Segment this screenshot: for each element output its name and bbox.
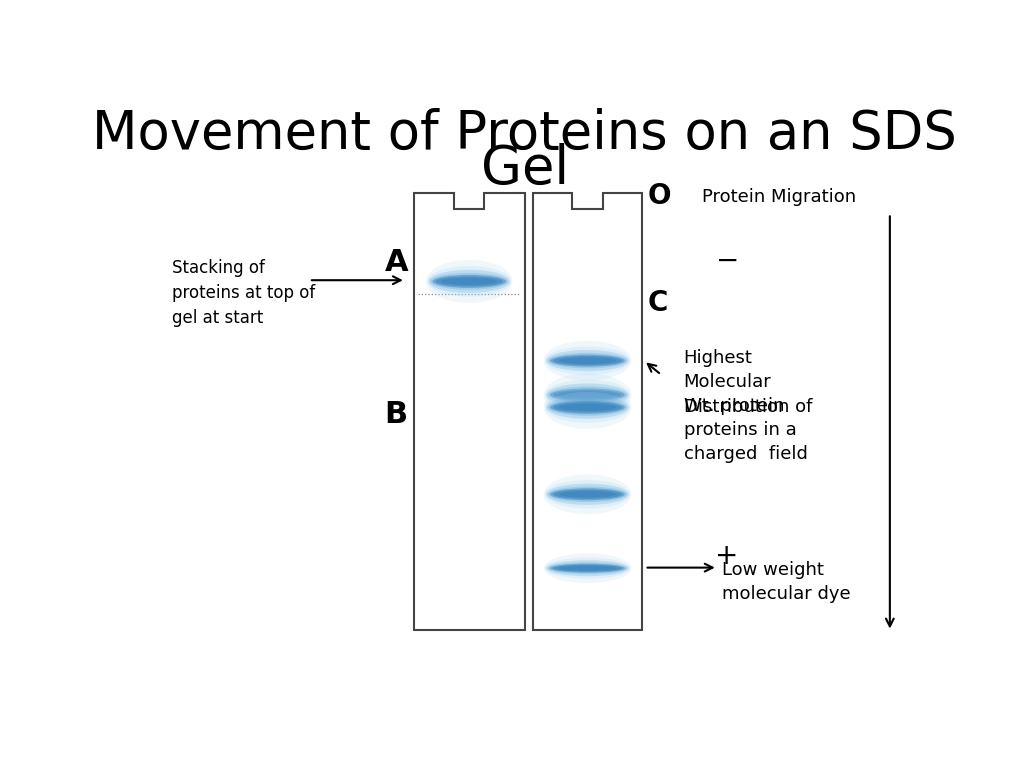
Ellipse shape <box>550 355 625 366</box>
Ellipse shape <box>546 396 629 419</box>
Ellipse shape <box>544 341 632 380</box>
Ellipse shape <box>429 270 510 293</box>
Text: Low weight
molecular dye: Low weight molecular dye <box>722 561 850 603</box>
Ellipse shape <box>546 484 629 505</box>
Text: Protein Migration: Protein Migration <box>701 188 856 206</box>
Ellipse shape <box>544 475 632 514</box>
Ellipse shape <box>544 373 632 416</box>
Text: C: C <box>648 290 669 317</box>
Polygon shape <box>414 193 524 631</box>
Ellipse shape <box>546 350 629 371</box>
Ellipse shape <box>559 392 616 399</box>
Text: Stacking of
proteins at top of
gel at start: Stacking of proteins at top of gel at st… <box>172 260 315 327</box>
Text: B: B <box>385 400 408 429</box>
Ellipse shape <box>550 564 625 573</box>
Ellipse shape <box>559 404 616 411</box>
Ellipse shape <box>548 386 627 403</box>
Ellipse shape <box>550 488 625 500</box>
Ellipse shape <box>553 564 622 571</box>
Ellipse shape <box>548 353 627 369</box>
Ellipse shape <box>559 491 616 498</box>
Ellipse shape <box>435 276 503 286</box>
Polygon shape <box>532 193 642 631</box>
Ellipse shape <box>544 386 632 429</box>
Ellipse shape <box>441 278 498 285</box>
Ellipse shape <box>550 401 625 414</box>
Text: −: − <box>716 247 738 275</box>
Text: Distribution of
proteins in a
charged  field: Distribution of proteins in a charged fi… <box>684 398 812 463</box>
Ellipse shape <box>553 490 622 499</box>
Ellipse shape <box>430 273 508 290</box>
Ellipse shape <box>548 486 627 502</box>
Ellipse shape <box>553 356 622 366</box>
Ellipse shape <box>544 553 632 583</box>
Ellipse shape <box>559 357 616 364</box>
Ellipse shape <box>545 379 630 410</box>
Text: Gel: Gel <box>480 143 569 195</box>
Ellipse shape <box>432 275 506 288</box>
Text: Highest
Molecular
Wt. protein: Highest Molecular Wt. protein <box>684 349 784 415</box>
Text: +: + <box>716 542 739 571</box>
Ellipse shape <box>546 560 629 576</box>
Text: A: A <box>384 248 408 277</box>
Ellipse shape <box>427 266 511 296</box>
Text: Movement of Proteins on an SDS: Movement of Proteins on an SDS <box>92 108 957 160</box>
Ellipse shape <box>546 383 629 406</box>
Ellipse shape <box>553 402 622 412</box>
Ellipse shape <box>545 392 630 422</box>
Ellipse shape <box>550 389 625 402</box>
Ellipse shape <box>548 562 627 574</box>
Ellipse shape <box>548 399 627 415</box>
Ellipse shape <box>553 390 622 400</box>
Ellipse shape <box>545 558 630 579</box>
Text: O: O <box>648 182 672 210</box>
Ellipse shape <box>545 480 630 508</box>
Ellipse shape <box>545 346 630 375</box>
Ellipse shape <box>559 566 616 571</box>
Ellipse shape <box>426 260 513 303</box>
